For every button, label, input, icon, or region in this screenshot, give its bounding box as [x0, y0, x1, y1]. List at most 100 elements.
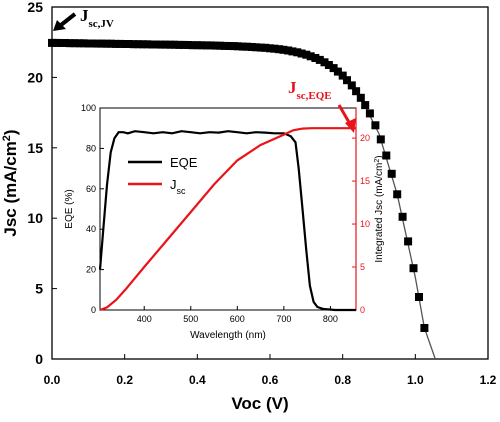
main-data-point — [138, 40, 147, 49]
main-data-point — [238, 42, 247, 51]
inset-x-tick-label: 600 — [230, 314, 245, 324]
main-data-point — [382, 151, 391, 160]
main-data-point — [161, 40, 170, 49]
inset-series-lines — [98, 127, 356, 312]
main-data-point — [143, 40, 152, 49]
main-data-point — [275, 45, 284, 54]
main-data-point — [376, 135, 385, 144]
main-data-point — [224, 42, 233, 50]
main-data-point — [398, 212, 407, 221]
main-x-tick-label: 0.0 — [44, 373, 61, 387]
main-data-point — [70, 39, 79, 48]
main-data-point — [175, 40, 184, 49]
inset-y-axis-title: EQE (%) — [64, 189, 75, 228]
main-data-point — [247, 43, 256, 51]
main-x-tick-label: 1.2 — [480, 373, 497, 387]
main-data-points — [48, 38, 429, 332]
main-x-tick-label: 0.2 — [116, 373, 133, 387]
main-data-point — [152, 40, 161, 49]
main-data-point — [193, 41, 202, 50]
main-data-point — [252, 43, 261, 52]
main-data-point — [361, 101, 370, 110]
main-y-tick-label: 0 — [35, 351, 43, 367]
annotation-jsc-jv-sub: sc,JV — [89, 18, 114, 30]
inset-y2-tick-label: 0 — [360, 305, 365, 315]
main-data-point — [79, 39, 88, 48]
main-data-point — [120, 40, 129, 48]
main-data-point — [270, 44, 279, 53]
main-data-point — [215, 41, 224, 50]
main-data-point — [93, 39, 102, 48]
main-data-point — [106, 39, 115, 48]
inset-x-tick-label: 500 — [183, 314, 198, 324]
main-data-point — [147, 40, 156, 49]
main-x-tick-label: 0.8 — [334, 373, 351, 387]
annotation-jsc-eqe: Jsc,EQE — [288, 78, 356, 133]
inset-y-tick-label: 40 — [86, 224, 96, 234]
annotation-jsc-jv: Jsc,JV — [53, 6, 114, 31]
inset-y-tick-label: 20 — [86, 265, 96, 275]
main-data-point — [48, 38, 56, 47]
main-x-tick-label: 0.4 — [189, 373, 206, 387]
main-data-point — [211, 41, 220, 50]
main-y-tick-label: 10 — [27, 210, 43, 226]
main-data-point — [88, 39, 97, 48]
main-y-axis-title-main: Jsc (mA/cm — [1, 141, 20, 236]
main-data-point — [387, 169, 396, 178]
inset-y2-axis-title-end: ) — [374, 155, 385, 158]
inset-y2-axis-title: Integrated Jsc (mA/cm2) — [374, 155, 386, 262]
main-data-point — [229, 42, 238, 51]
inset-y-tick-label: 60 — [86, 184, 96, 194]
main-data-point — [329, 64, 338, 73]
main-y-tick-label: 20 — [27, 69, 43, 85]
main-x-tick-label: 0.6 — [262, 373, 279, 387]
inset-y2-tick-label: 5 — [360, 262, 365, 272]
main-data-point — [306, 52, 315, 61]
annotation-jsc-jv-main: J — [80, 6, 89, 25]
inset-eqe-line — [98, 130, 356, 312]
inset-axis-ticks: 400 500 600 700 800 0 20 40 60 80 100 0 5 10 15 20 — [81, 103, 370, 324]
inset-jsc-line — [99, 127, 356, 312]
annotation-jsc-jv-arrowhead — [53, 20, 66, 31]
main-data-point — [115, 39, 124, 48]
main-data-point — [365, 109, 374, 118]
inset-y2-tick-label: 15 — [360, 176, 370, 186]
main-data-point — [315, 55, 324, 64]
inset-y2-tick-label: 10 — [360, 219, 370, 229]
main-data-point — [188, 41, 197, 50]
main-data-point — [66, 39, 75, 48]
main-data-point — [157, 40, 165, 49]
main-data-point — [333, 67, 342, 76]
annotation-jsc-eqe-main: J — [288, 78, 297, 97]
main-data-point — [170, 40, 179, 49]
main-data-point — [356, 93, 365, 102]
inset-background — [100, 108, 356, 310]
main-data-point — [234, 42, 242, 51]
main-data-point — [125, 40, 133, 48]
main-data-point — [311, 54, 320, 62]
main-data-point — [284, 46, 293, 55]
main-data-point — [261, 43, 270, 52]
legend-jsc-sub: sc — [177, 186, 187, 196]
main-data-point — [52, 38, 61, 47]
annotation-jsc-eqe-label: Jsc,EQE — [288, 78, 332, 102]
main-data-point — [57, 39, 66, 47]
main-x-tick-label: 1.0 — [407, 373, 424, 387]
main-data-point — [179, 40, 188, 49]
main-data-point — [302, 50, 311, 59]
main-data-point — [409, 264, 418, 273]
annotation-jsc-jv-arrow — [59, 12, 77, 27]
main-data-point — [352, 87, 361, 96]
main-y-tick-label: 5 — [35, 281, 43, 297]
main-data-point — [134, 40, 143, 49]
main-data-point — [84, 39, 93, 48]
main-y-axis-title-end: ) — [1, 129, 20, 135]
main-y-tick-label: 15 — [27, 140, 43, 156]
main-data-point — [420, 324, 429, 332]
inset-y2-tick-label: 20 — [360, 133, 370, 143]
main-data-point — [404, 237, 413, 246]
main-y-axis-title-sup: 2 — [1, 135, 13, 141]
main-data-point — [220, 41, 229, 50]
annotation-jsc-eqe-sub: sc,EQE — [297, 90, 332, 102]
